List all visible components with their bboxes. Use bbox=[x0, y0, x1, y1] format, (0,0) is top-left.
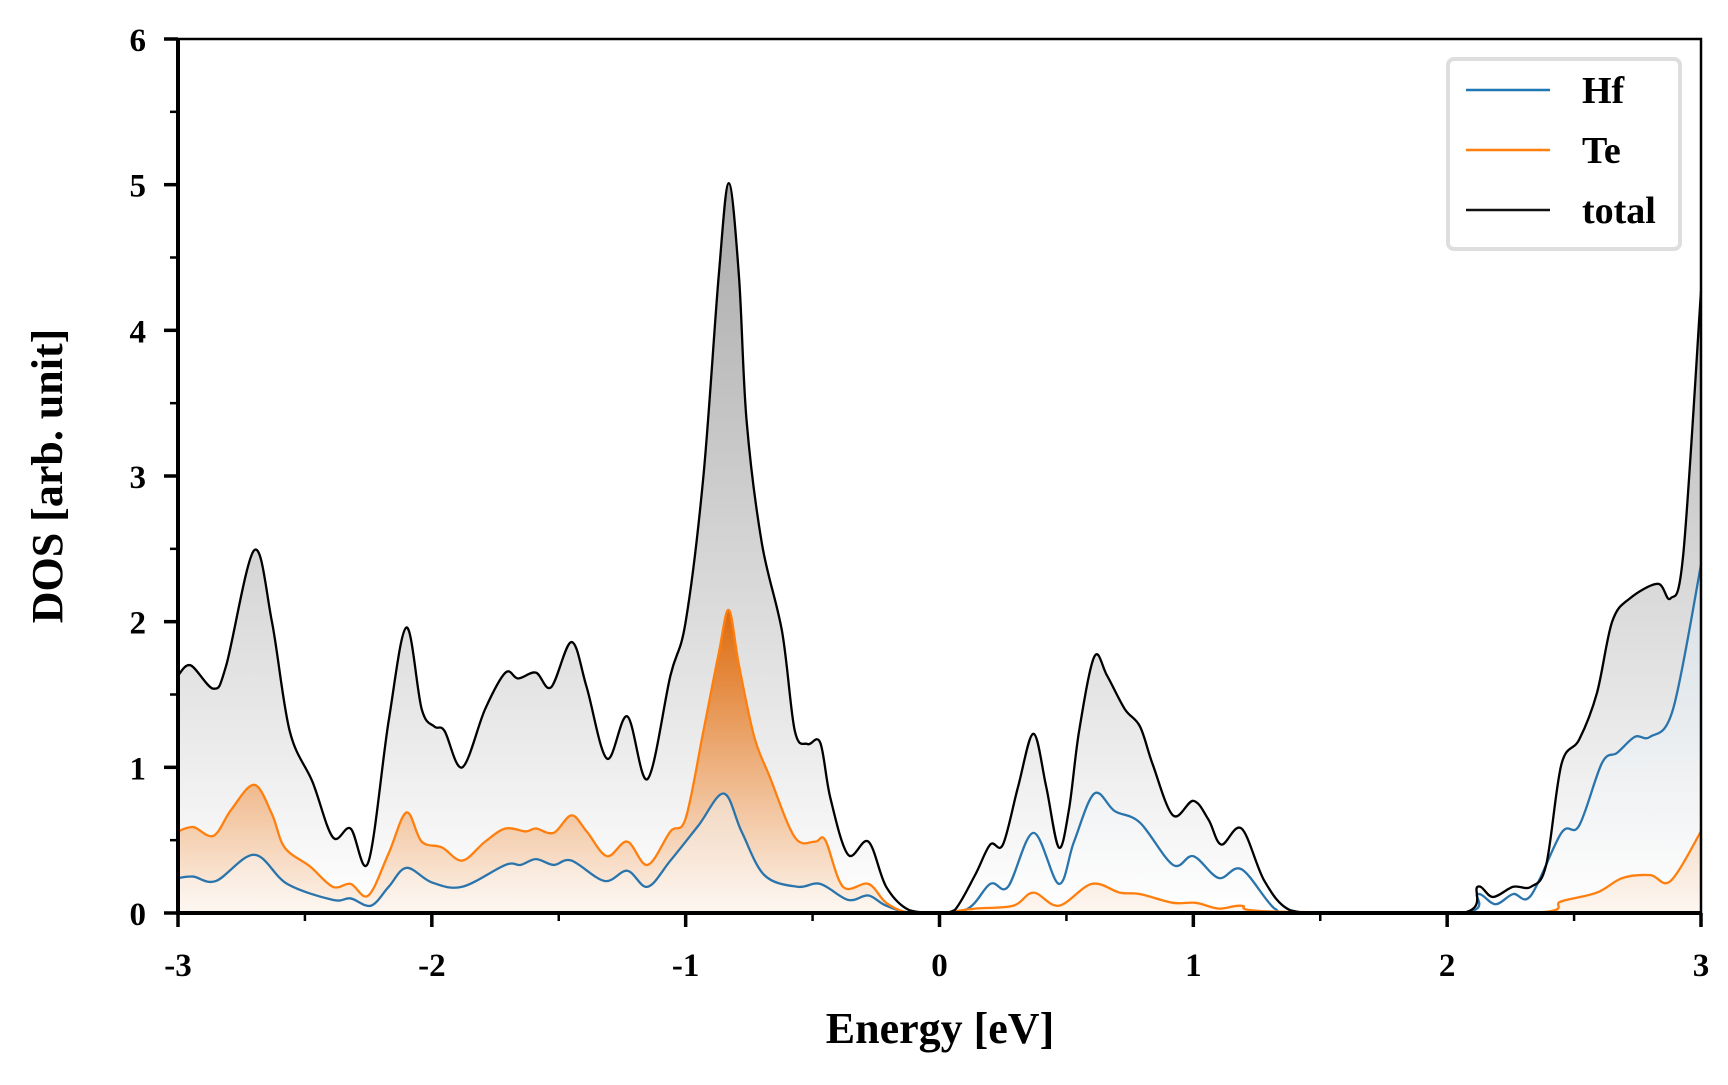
legend-label-te: Te bbox=[1582, 130, 1621, 172]
x-tick-label: -3 bbox=[164, 948, 192, 984]
y-axis-label: DOS [arb. unit] bbox=[23, 329, 72, 624]
y-tick-label: 1 bbox=[130, 751, 147, 787]
x-tick-label: 3 bbox=[1693, 948, 1710, 984]
y-tick-label: 3 bbox=[130, 460, 147, 496]
x-tick-label: 2 bbox=[1439, 948, 1456, 984]
legend: Hf Te total bbox=[1446, 57, 1682, 251]
x-tick-label: -2 bbox=[418, 948, 446, 984]
y-tick-label: 4 bbox=[130, 314, 147, 350]
series-fills bbox=[178, 183, 1701, 913]
fill-hf bbox=[178, 564, 1701, 913]
x-tick-label: -1 bbox=[672, 948, 700, 984]
x-axis-label: Energy [eV] bbox=[826, 1004, 1055, 1053]
y-tick-labels: 0 1 2 3 4 5 6 bbox=[130, 23, 147, 933]
x-tick-label: 0 bbox=[931, 948, 948, 984]
line-total bbox=[177, 182, 1703, 915]
legend-label-hf: Hf bbox=[1582, 70, 1626, 112]
x-tick-label: 1 bbox=[1185, 948, 1202, 984]
y-tick-label: 2 bbox=[130, 606, 147, 642]
fill-total bbox=[178, 183, 1701, 913]
y-tick-label: 0 bbox=[130, 897, 147, 933]
fill-te bbox=[178, 609, 1701, 913]
tick-marks bbox=[164, 37, 1703, 927]
legend-label-total: total bbox=[1582, 190, 1656, 232]
x-tick-labels: -3 -2 -1 0 1 2 3 bbox=[164, 948, 1709, 984]
line-te bbox=[177, 608, 1702, 915]
y-tick-label: 6 bbox=[130, 23, 147, 59]
y-tick-label: 5 bbox=[130, 169, 147, 205]
legend-frame bbox=[1446, 57, 1682, 251]
